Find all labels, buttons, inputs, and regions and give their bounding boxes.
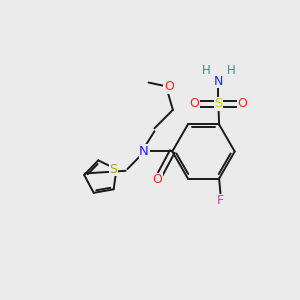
Text: H: H bbox=[202, 64, 210, 76]
Text: O: O bbox=[152, 173, 162, 186]
Text: N: N bbox=[139, 145, 149, 158]
Text: N: N bbox=[214, 74, 223, 88]
Text: O: O bbox=[190, 98, 200, 110]
Text: S: S bbox=[110, 163, 118, 176]
Text: O: O bbox=[164, 80, 174, 94]
Text: O: O bbox=[237, 98, 247, 110]
Text: S: S bbox=[214, 98, 223, 110]
Text: F: F bbox=[217, 194, 224, 207]
Text: H: H bbox=[226, 64, 235, 76]
